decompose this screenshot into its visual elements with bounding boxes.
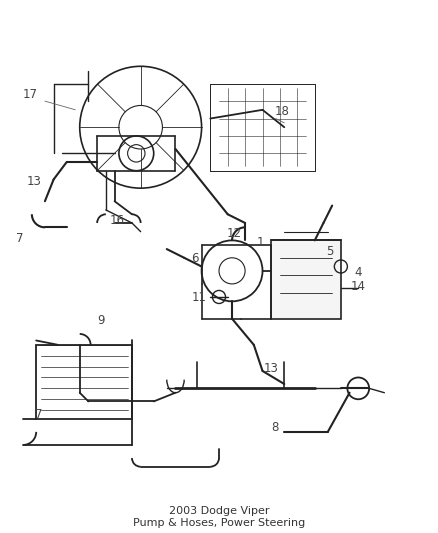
Text: 16: 16 xyxy=(109,214,124,227)
Text: 13: 13 xyxy=(264,362,279,375)
Text: 9: 9 xyxy=(98,314,105,327)
Text: 1: 1 xyxy=(257,236,264,249)
Text: 6: 6 xyxy=(191,252,199,265)
Text: 18: 18 xyxy=(275,106,290,118)
Bar xyxy=(36,345,132,419)
Text: 5: 5 xyxy=(326,245,334,258)
Text: 13: 13 xyxy=(27,175,42,188)
Text: 7: 7 xyxy=(35,408,42,421)
Text: 4: 4 xyxy=(354,265,362,279)
Bar xyxy=(271,240,341,319)
Text: 2003 Dodge Viper
Pump & Hoses, Power Steering: 2003 Dodge Viper Pump & Hoses, Power Ste… xyxy=(133,506,305,528)
Text: 7: 7 xyxy=(16,232,23,245)
Text: 8: 8 xyxy=(271,421,279,434)
Text: 12: 12 xyxy=(227,228,242,240)
Text: 11: 11 xyxy=(192,292,207,304)
Text: 14: 14 xyxy=(351,280,366,293)
Text: 17: 17 xyxy=(22,88,37,101)
